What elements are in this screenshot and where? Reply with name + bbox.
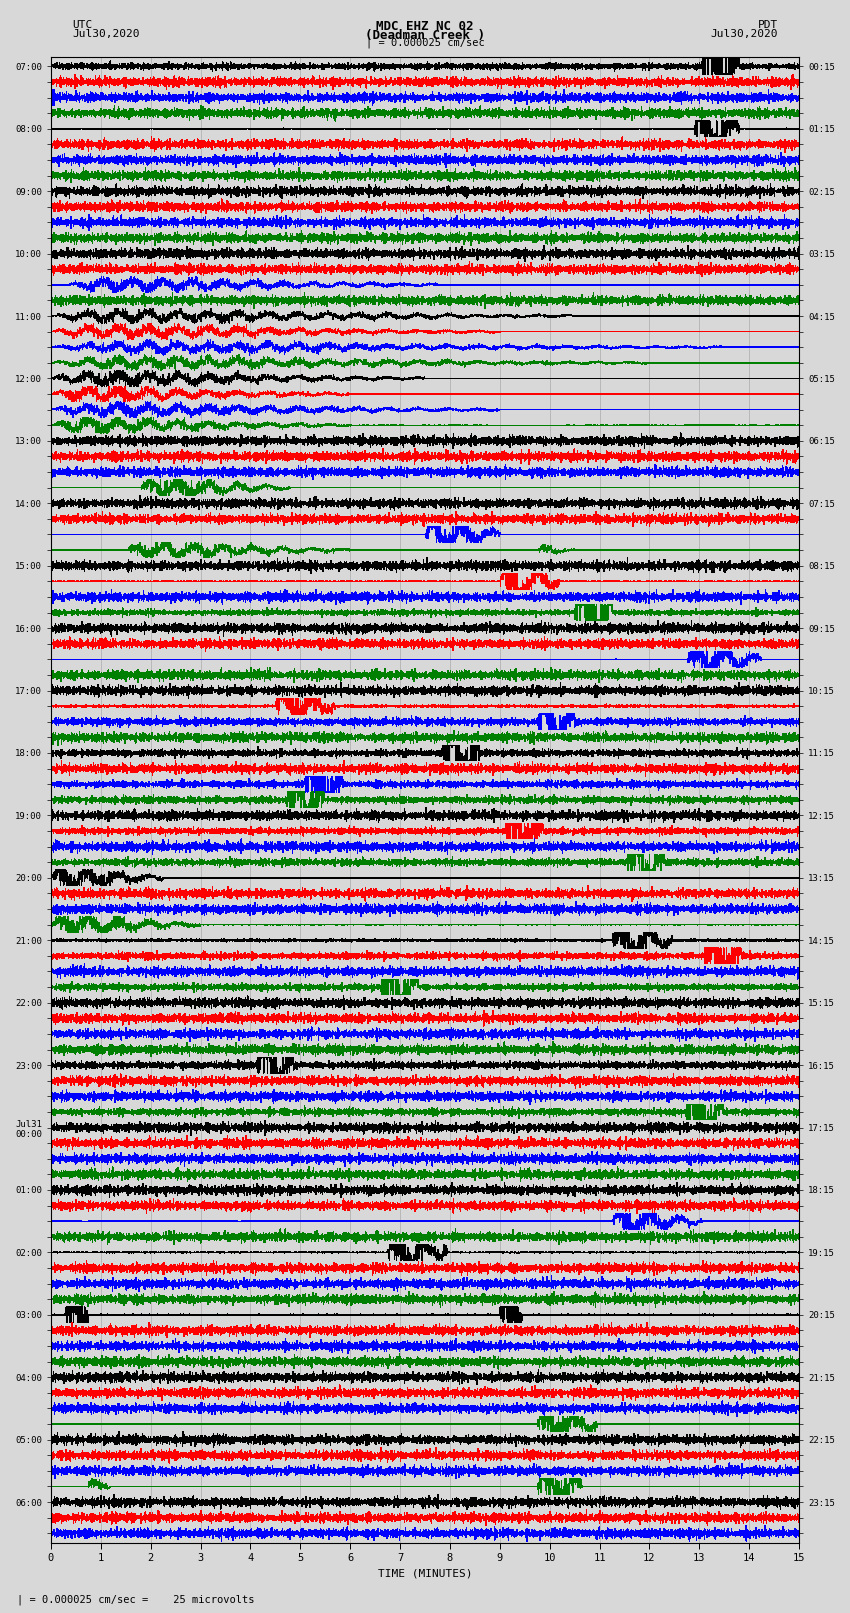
- Text: PDT: PDT: [757, 19, 778, 31]
- Text: | = 0.000025 cm/sec: | = 0.000025 cm/sec: [366, 37, 484, 48]
- Text: MDC EHZ NC 02: MDC EHZ NC 02: [377, 19, 473, 34]
- X-axis label: TIME (MINUTES): TIME (MINUTES): [377, 1569, 473, 1579]
- Text: UTC: UTC: [72, 19, 93, 31]
- Text: (Deadman Creek ): (Deadman Creek ): [365, 29, 485, 42]
- Text: Jul30,2020: Jul30,2020: [72, 29, 139, 39]
- Text: Jul30,2020: Jul30,2020: [711, 29, 778, 39]
- Text: | = 0.000025 cm/sec =    25 microvolts: | = 0.000025 cm/sec = 25 microvolts: [17, 1594, 254, 1605]
